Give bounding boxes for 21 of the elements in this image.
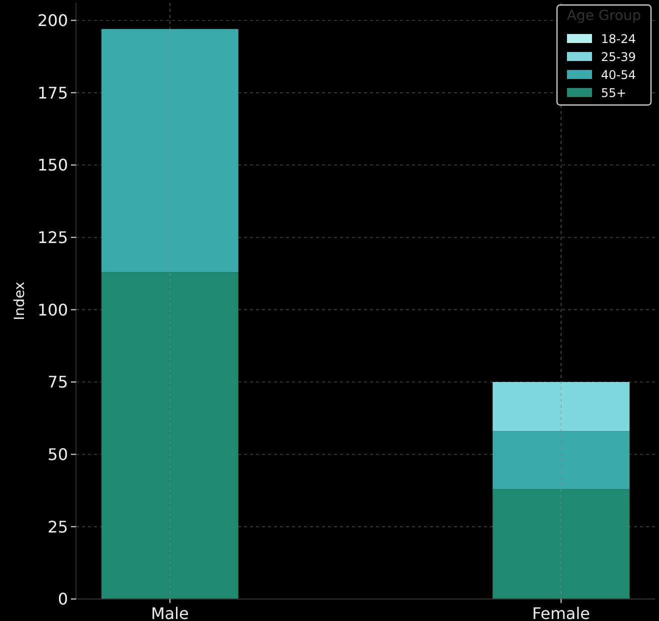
y-tick-label: 175 bbox=[37, 83, 68, 102]
legend-label: 18-24 bbox=[601, 32, 636, 46]
y-tick-label: 75 bbox=[48, 372, 68, 392]
legend-label: 25-39 bbox=[601, 50, 636, 64]
y-tick-label: 0 bbox=[58, 590, 68, 609]
y-tick-label: 50 bbox=[48, 444, 68, 464]
legend-label: 55+ bbox=[601, 86, 626, 100]
bar bbox=[101, 272, 238, 599]
bar bbox=[492, 489, 630, 599]
bar bbox=[492, 431, 630, 490]
bar bbox=[492, 382, 630, 432]
y-tick-label: 150 bbox=[37, 156, 68, 175]
x-tick-label: Female bbox=[532, 604, 590, 621]
legend-label: 40-54 bbox=[601, 68, 636, 82]
y-tick-label: 200 bbox=[37, 10, 68, 30]
y-axis-title: Index bbox=[12, 282, 28, 320]
x-tick-label: Male bbox=[150, 604, 189, 621]
y-tick-label: 100 bbox=[37, 300, 68, 320]
y-tick-label: 125 bbox=[37, 228, 68, 247]
bar bbox=[101, 29, 238, 272]
y-tick-label: 25 bbox=[48, 517, 68, 536]
